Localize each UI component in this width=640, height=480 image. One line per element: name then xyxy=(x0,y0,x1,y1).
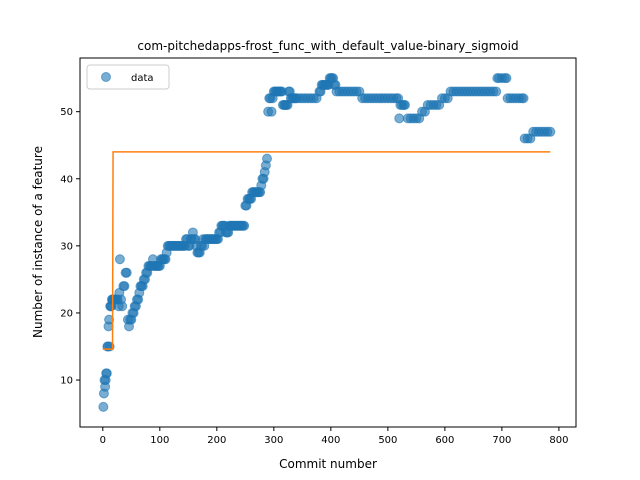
data-point xyxy=(394,113,405,124)
x-tick-label: 500 xyxy=(378,435,397,446)
data-point xyxy=(117,301,128,312)
x-tick-label: 200 xyxy=(207,435,226,446)
data-point xyxy=(491,86,502,97)
plot-frame xyxy=(80,58,576,427)
y-tick-label: 30 xyxy=(60,241,73,252)
legend-label-data: data xyxy=(131,73,154,84)
data-point xyxy=(545,126,556,137)
data-point xyxy=(119,281,130,292)
x-tick-label: 800 xyxy=(549,435,568,446)
data-point xyxy=(98,401,109,412)
x-tick-label: 600 xyxy=(435,435,454,446)
x-tick-label: 100 xyxy=(150,435,169,446)
data-point xyxy=(104,314,115,325)
y-axis-label: Number of instance of a feature xyxy=(31,146,45,338)
data-point xyxy=(101,368,112,379)
x-tick-label: 700 xyxy=(492,435,511,446)
data-point xyxy=(121,267,132,278)
x-tick-label: 400 xyxy=(321,435,340,446)
x-axis-label: Commit number xyxy=(279,457,377,471)
data-point xyxy=(501,73,512,84)
fit-line xyxy=(102,151,551,350)
plot-area xyxy=(79,57,577,428)
data-point xyxy=(262,153,272,164)
legend-box xyxy=(86,64,170,90)
legend-marker-data xyxy=(101,72,111,82)
chart-title: com-pitchedapps-frost_func_with_default_… xyxy=(137,39,518,53)
series-layer xyxy=(98,73,556,412)
x-tick-label: 300 xyxy=(264,435,283,446)
y-tick-label: 20 xyxy=(60,308,73,319)
data-point xyxy=(518,93,529,104)
legend: data xyxy=(86,64,170,90)
y-tick-label: 50 xyxy=(60,107,73,118)
data-point xyxy=(239,220,250,231)
y-axis-ticks: 10 20 30 40 50 xyxy=(60,107,80,387)
y-tick-label: 40 xyxy=(60,174,73,185)
data-point xyxy=(114,254,125,265)
y-tick-label: 10 xyxy=(60,376,73,387)
x-axis-ticks: 0 100 200 300 400 500 600 700 800 xyxy=(100,427,568,446)
x-tick-label: 0 xyxy=(100,435,106,446)
data-point xyxy=(399,99,410,110)
axes-spines xyxy=(79,57,577,428)
data-point xyxy=(266,106,277,117)
